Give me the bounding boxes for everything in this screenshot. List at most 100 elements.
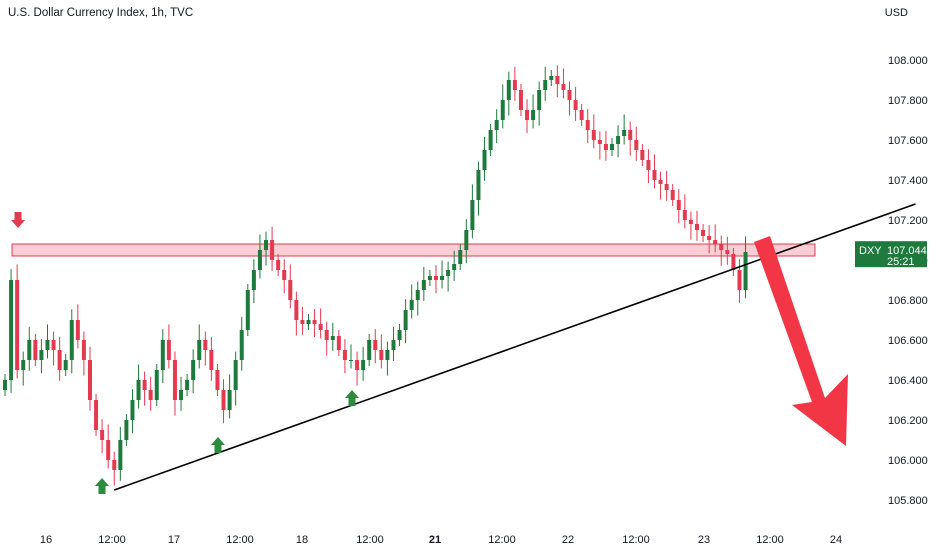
candle-body: [640, 150, 645, 160]
candle-body: [379, 350, 384, 360]
candle-body: [397, 330, 402, 340]
candle-body: [482, 150, 487, 170]
candle-body: [634, 140, 639, 150]
candle-body: [506, 80, 511, 100]
x-tick-label: 16: [40, 534, 52, 546]
price-badge-countdown: 25:21: [887, 256, 915, 268]
x-tick-label: 17: [168, 534, 180, 546]
x-tick-label: 12:00: [226, 534, 254, 546]
candle-body: [549, 76, 554, 80]
candle-body: [185, 380, 190, 390]
y-tick-label: 107.400: [888, 175, 928, 187]
candle-body: [676, 200, 681, 210]
candle-body: [603, 144, 608, 150]
candle-body: [51, 340, 56, 350]
x-tick-label: 18: [296, 534, 308, 546]
candle-body: [512, 80, 517, 90]
candle-body: [148, 390, 153, 400]
up-arrow-marker-icon: [95, 478, 109, 494]
candle-body: [743, 252, 748, 290]
candle-body: [525, 110, 530, 120]
candle-body: [622, 130, 627, 136]
candle-body: [57, 350, 62, 370]
candle-body: [585, 120, 590, 130]
candle-body: [336, 336, 341, 350]
candle-body: [561, 84, 566, 90]
candle-body: [136, 380, 141, 400]
up-arrow-marker-icon: [345, 390, 359, 406]
candle-body: [694, 224, 699, 230]
candle-body: [409, 300, 414, 310]
candle-body: [312, 320, 317, 324]
candle-body: [707, 236, 712, 240]
candle-body: [543, 80, 548, 90]
projected-drop-arrow-icon: [754, 236, 848, 446]
chart-title: U.S. Dollar Currency Index, 1h, TVC: [8, 7, 194, 19]
candle-body: [39, 350, 44, 360]
candle-body: [403, 310, 408, 330]
resistance-zone: [11, 243, 816, 257]
candle-body: [385, 350, 390, 360]
candle-body: [652, 170, 657, 180]
candle-body: [628, 130, 633, 140]
candle-body: [197, 340, 202, 360]
candle-body: [203, 340, 208, 350]
candle-body: [701, 230, 706, 236]
candle-body: [154, 370, 159, 400]
candle-body: [500, 100, 505, 120]
up-arrow-marker-icon: [211, 437, 225, 453]
y-tick-label: 107.800: [888, 95, 928, 107]
candle-body: [373, 340, 378, 350]
candle-body: [94, 400, 99, 430]
candle-body: [27, 340, 32, 360]
candles-layer: [3, 65, 748, 486]
candle-body: [725, 250, 730, 254]
candle-body: [209, 350, 214, 370]
candle-body: [215, 370, 220, 390]
candle-body: [616, 136, 621, 144]
candle-body: [75, 320, 80, 340]
candle-body: [124, 420, 129, 440]
x-tick-label: 12:00: [356, 534, 384, 546]
x-tick-label: 12:00: [488, 534, 516, 546]
candle-body: [452, 264, 457, 270]
candle-body: [433, 276, 438, 280]
y-tick-label: 107.200: [888, 215, 928, 227]
price-badge-symbol: DXY: [859, 245, 882, 257]
currency-label: USD: [884, 7, 908, 19]
candle-body: [518, 90, 523, 110]
x-axis: 16 12:00 17 12:00 18 12:00 21 12:00 22 12:00 23 12:…: [40, 534, 842, 546]
candle-body: [33, 340, 38, 360]
candle-body: [264, 240, 269, 250]
x-tick-label: 12:00: [756, 534, 784, 546]
candle-body: [15, 280, 20, 370]
candle-body: [130, 400, 135, 420]
candle-body: [318, 324, 323, 330]
candle-body: [239, 330, 244, 360]
candle-body: [670, 190, 675, 200]
candle-body: [440, 276, 445, 280]
candle-body: [3, 380, 7, 390]
candle-body: [579, 110, 584, 120]
trendline: [113, 203, 916, 491]
y-tick-label: 106.000: [888, 455, 928, 467]
candle-body: [737, 270, 742, 290]
candle-body: [421, 280, 426, 290]
x-tick-label: 23: [698, 534, 710, 546]
candle-body: [233, 360, 238, 390]
candle-body: [573, 100, 578, 110]
candle-body: [81, 340, 86, 360]
y-tick-label: 107.600: [888, 135, 928, 147]
candle-body: [245, 290, 250, 330]
candle-body: [63, 360, 68, 370]
candle-body: [664, 184, 669, 190]
candle-body: [427, 276, 432, 280]
candle-body: [537, 90, 542, 110]
candle-body: [464, 230, 469, 250]
trendline-layer: [113, 203, 916, 491]
marker-layer: [11, 212, 848, 494]
candle-body: [251, 270, 256, 290]
candle-body: [257, 250, 262, 270]
candle-body: [355, 360, 360, 370]
